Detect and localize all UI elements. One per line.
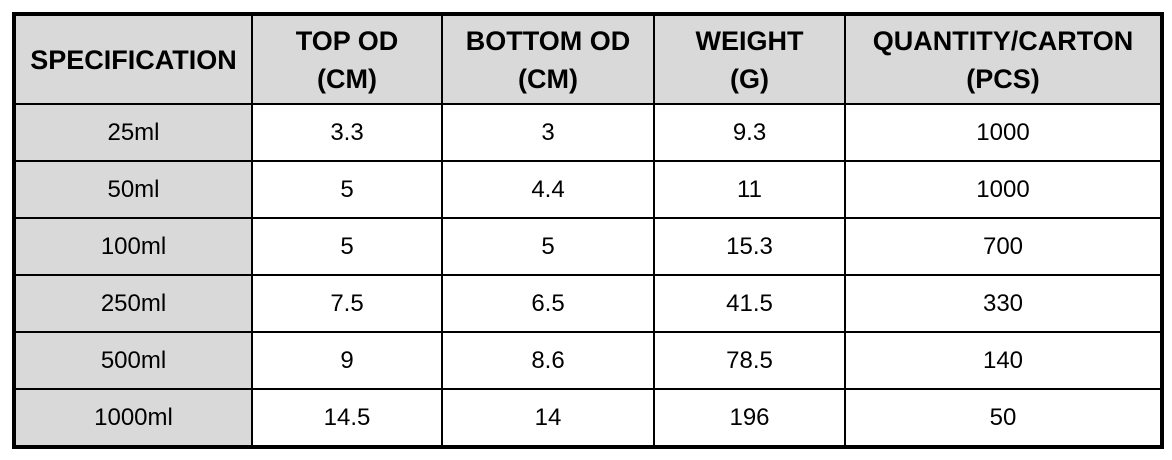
header-text: (G): [730, 63, 769, 94]
value-cell: 5: [251, 160, 443, 219]
spec-cell: 500ml: [13, 331, 253, 390]
value-cell: 3: [441, 103, 655, 162]
data-row: 25ml 3.3 3 9.3 1000: [13, 103, 1163, 162]
header-text: BOTTOM OD: [465, 25, 631, 56]
header-text: WEIGHT: [695, 25, 804, 56]
header-text: (CM): [317, 63, 377, 94]
value-cell: 6.5: [441, 274, 655, 333]
value-cell: 330: [844, 274, 1163, 333]
header-cell: WEIGHT (G): [653, 13, 846, 105]
value-cell: 50: [844, 388, 1163, 448]
spec-cell: 50ml: [13, 160, 253, 219]
value-cell: 4.4: [441, 160, 655, 219]
header-text: QUANTITY/CARTON: [872, 25, 1134, 56]
data-row: 100ml 5 5 15.3 700: [13, 217, 1163, 276]
value-cell: 41.5: [653, 274, 846, 333]
value-cell: 78.5: [653, 331, 846, 390]
value-cell: 5: [441, 217, 655, 276]
header-text: (CM): [518, 63, 578, 94]
header-cell: QUANTITY/CARTON (PCS): [844, 13, 1163, 105]
data-row: 250ml 7.5 6.5 41.5 330: [13, 274, 1163, 333]
spec-cell: 1000ml: [13, 388, 253, 448]
value-cell: 7.5: [251, 274, 443, 333]
header-text: SPECIFICATION: [30, 44, 237, 75]
value-cell: 140: [844, 331, 1163, 390]
value-cell: 8.6: [441, 331, 655, 390]
header-text: TOP OD: [295, 25, 399, 56]
spec-cell: 100ml: [13, 217, 253, 276]
value-cell: 5: [251, 217, 443, 276]
value-cell: 3.3: [251, 103, 443, 162]
header-text: (PCS): [966, 63, 1040, 94]
table-body: 25ml 3.3 3 9.3 1000 50ml 5 4.4 11 1000 100ml 5 5 15.3…: [13, 103, 1163, 448]
value-cell: 700: [844, 217, 1163, 276]
spec-cell: 25ml: [13, 103, 253, 162]
spec-table: SPECIFICATION TOP OD (CM) BOTTOM OD (CM) WEIG…: [12, 12, 1164, 449]
value-cell: 11: [653, 160, 846, 219]
value-cell: 196: [653, 388, 846, 448]
table-container: SPECIFICATION TOP OD (CM) BOTTOM OD (CM) WEIG…: [12, 12, 1164, 449]
value-cell: 14.5: [251, 388, 443, 448]
value-cell: 15.3: [653, 217, 846, 276]
spec-cell: 250ml: [13, 274, 253, 333]
value-cell: 1000: [844, 160, 1163, 219]
value-cell: 9: [251, 331, 443, 390]
data-row: 1000ml 14.5 14 196 50: [13, 388, 1163, 448]
data-row: 50ml 5 4.4 11 1000: [13, 160, 1163, 219]
header-cell: SPECIFICATION: [13, 13, 253, 105]
value-cell: 14: [441, 388, 655, 448]
data-row: 500ml 9 8.6 78.5 140: [13, 331, 1163, 390]
header-cell: TOP OD (CM): [251, 13, 443, 105]
header-row: SPECIFICATION TOP OD (CM) BOTTOM OD (CM) WEIG…: [13, 13, 1163, 105]
value-cell: 9.3: [653, 103, 846, 162]
header-cell: BOTTOM OD (CM): [441, 13, 655, 105]
value-cell: 1000: [844, 103, 1163, 162]
